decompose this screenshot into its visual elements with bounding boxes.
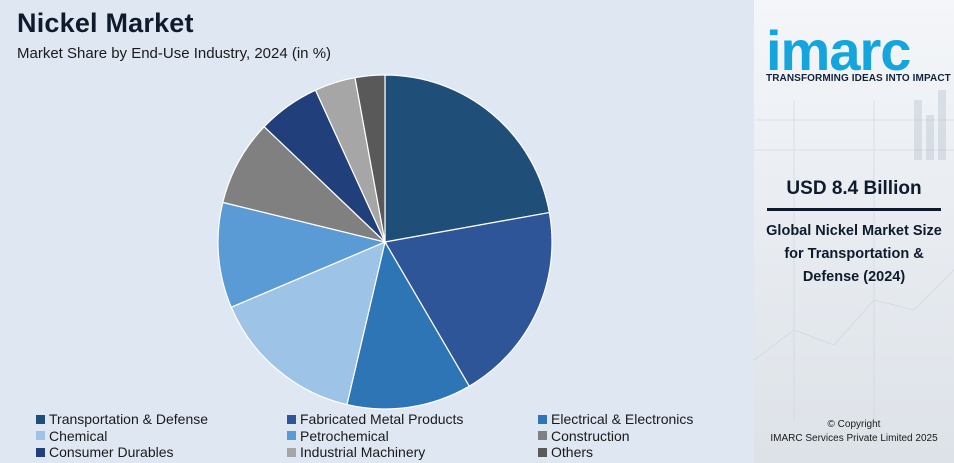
legend-swatch [538, 414, 547, 424]
legend-swatch [287, 414, 296, 424]
pie-slice-fabricated-metal-products [384, 211, 553, 388]
divider [767, 208, 941, 211]
pie-slice-transportation-defense [384, 74, 551, 243]
legend-swatch [538, 431, 547, 441]
legend: Transportation & Defense Fabricated Metal… [36, 411, 752, 461]
legend-swatch [36, 414, 45, 424]
copyright-line-1: © Copyright [827, 419, 881, 430]
market-size-description: Global Nickel Market Size for Transporta… [766, 223, 942, 285]
imarc-logo: imarc [766, 19, 911, 82]
legend-item: Construction [538, 428, 752, 445]
pie-slice-electrical-electronics [346, 240, 471, 410]
legend-item: Transportation & Defense [36, 411, 287, 428]
chart-subtitle: Market Share by End-Use Industry, 2024 (… [17, 45, 332, 62]
pie-slice-construction [222, 125, 388, 244]
legend-label: Electrical & Electronics [551, 411, 694, 428]
legend-label: Petrochemical [300, 427, 389, 444]
pie-slice-petrochemical [217, 201, 387, 309]
legend-swatch [287, 447, 296, 457]
legend-swatch [36, 447, 45, 457]
legend-item: Petrochemical [287, 428, 538, 445]
legend-item: Electrical & Electronics [538, 411, 752, 428]
legend-swatch [36, 431, 45, 441]
legend-item: Industrial Machinery [287, 444, 538, 461]
pie-slice-others [354, 74, 386, 243]
legend-item: Fabricated Metal Products [287, 411, 538, 428]
info-panel: imarc TRANSFORMING IDEAS INTO IMPACT USD… [754, 0, 954, 463]
legend-label: Construction [551, 427, 630, 444]
copyright-line-2: IMARC Services Private Limited 2025 [770, 433, 938, 444]
logo-tagline: TRANSFORMING IDEAS INTO IMPACT [766, 73, 951, 84]
legend-label: Transportation & Defense [49, 411, 209, 428]
legend-item: Chemical [36, 428, 287, 445]
legend-item: Consumer Durables [36, 444, 287, 461]
market-size-value: USD 8.4 Billion [786, 178, 922, 199]
pie-slice-chemical [230, 240, 386, 406]
chart-title: Nickel Market [17, 8, 194, 38]
legend-label: Industrial Machinery [300, 444, 426, 461]
chart-area: Nickel Market Market Share by End-Use In… [17, 8, 752, 461]
legend-swatch [538, 447, 547, 457]
legend-label: Others [551, 444, 594, 461]
background-decoration [754, 90, 954, 420]
pie-chart [217, 74, 553, 410]
legend-label: Fabricated Metal Products [300, 411, 464, 428]
legend-item: Others [538, 444, 752, 461]
legend-label: Consumer Durables [49, 444, 174, 461]
legend-swatch [287, 431, 296, 441]
legend-label: Chemical [49, 427, 108, 444]
copyright: © Copyright IMARC Services Private Limit… [754, 418, 954, 446]
